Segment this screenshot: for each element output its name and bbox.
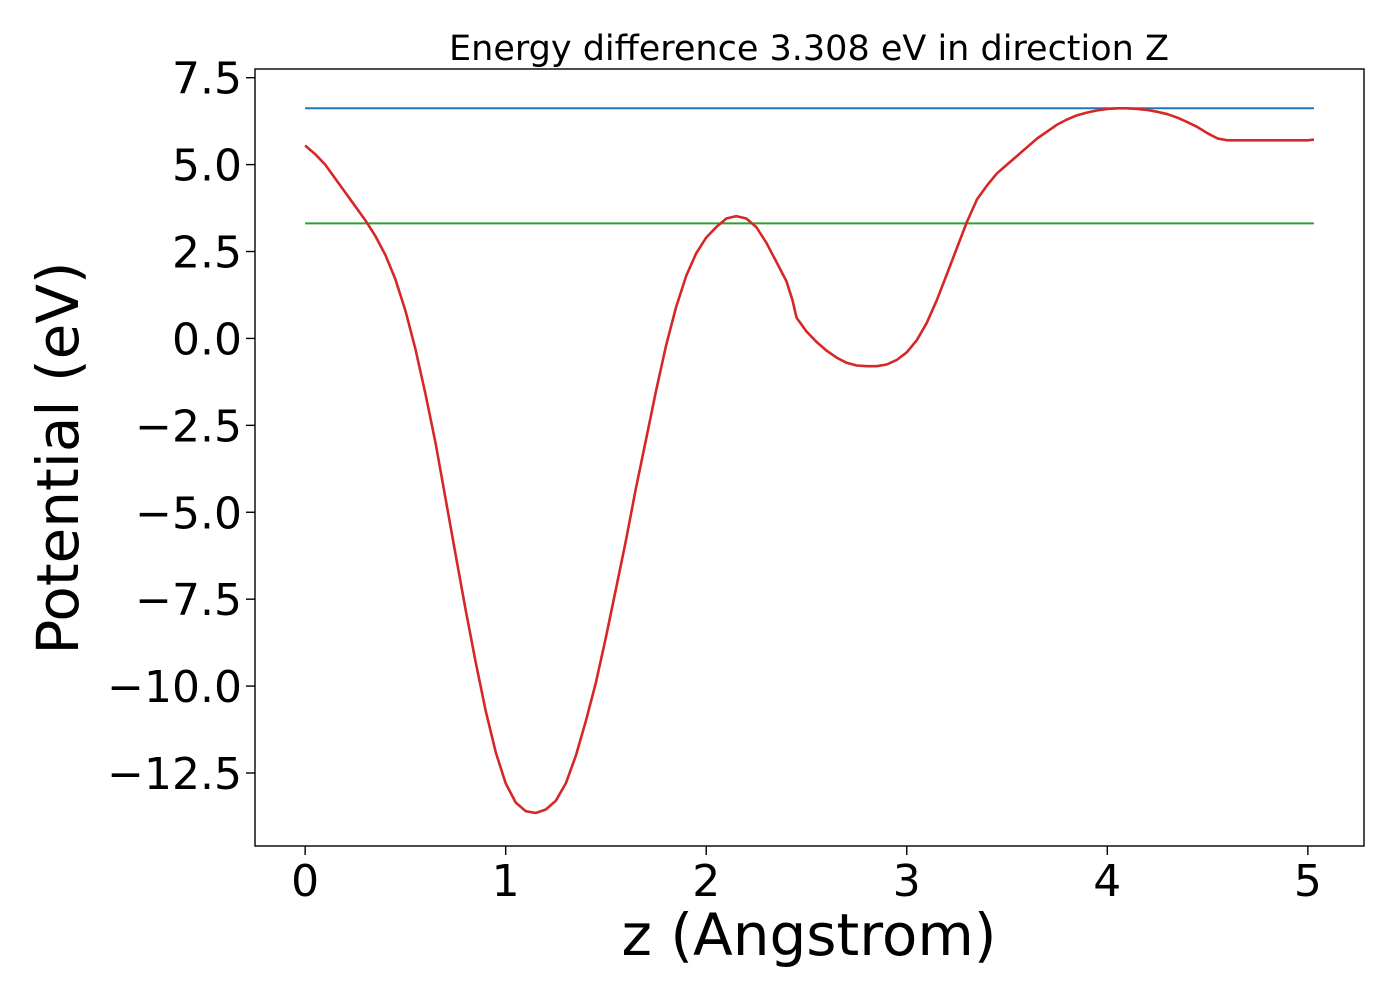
plot-frame [254, 68, 1365, 847]
series-group [304, 107, 1315, 815]
y-tick-label: 7.5 [172, 54, 242, 105]
series-line-2 [304, 107, 1315, 815]
y-tick-label: −12.5 [107, 749, 242, 800]
x-tick-label: 0 [291, 856, 319, 907]
y-tick-label: −5.0 [135, 488, 242, 539]
y-tick-label: −10.0 [107, 662, 242, 713]
y-tick-label: 2.5 [172, 228, 242, 279]
y-tick-label: −2.5 [135, 401, 242, 452]
y-tick-label: −7.5 [135, 575, 242, 626]
x-tick-label: 1 [492, 856, 520, 907]
x-tick-label: 5 [1294, 856, 1322, 907]
y-tick-label: 0.0 [172, 314, 242, 365]
x-tick-label: 3 [893, 856, 921, 907]
axes-group: 0 1 2 3 4 5 7.5 5.0 2.5 0.0 −2.5 −5.0 −7.5 −10.0 −12.5 [107, 54, 1322, 907]
y-axis-title: Potential (eV) [24, 261, 92, 654]
x-axis-title: z (Angstrom) [622, 901, 997, 969]
x-tick-label: 2 [692, 856, 720, 907]
x-tick-label: 4 [1093, 856, 1121, 907]
y-tick-label: 5.0 [172, 141, 242, 192]
chart-title: Energy difference 3.308 eV in direction … [449, 29, 1169, 69]
